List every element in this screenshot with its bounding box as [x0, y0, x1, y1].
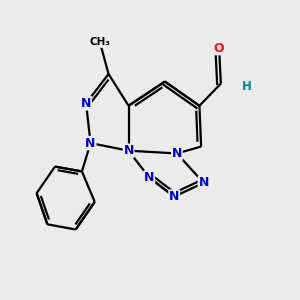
Text: O: O: [214, 41, 224, 55]
Text: N: N: [172, 147, 182, 160]
Text: N: N: [81, 97, 91, 110]
Text: N: N: [169, 190, 179, 203]
Text: CH₃: CH₃: [89, 37, 110, 47]
Text: N: N: [198, 176, 209, 189]
Text: H: H: [242, 80, 252, 93]
Text: N: N: [123, 144, 134, 157]
Text: N: N: [144, 171, 154, 184]
Text: N: N: [85, 136, 96, 150]
